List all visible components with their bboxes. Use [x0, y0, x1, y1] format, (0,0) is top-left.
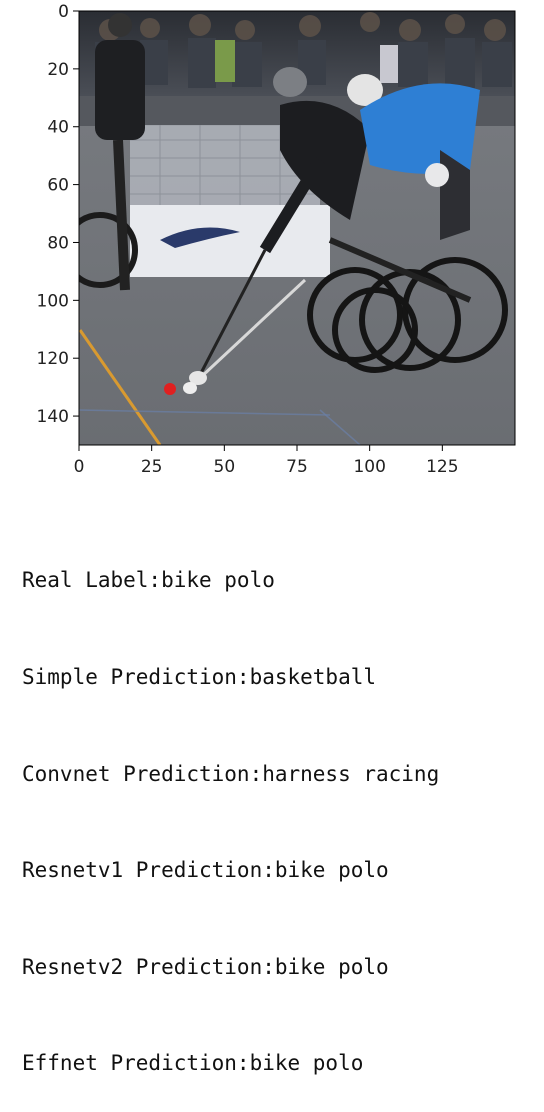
y-tick-label: 80	[47, 233, 69, 253]
y-tick-label: 60	[47, 176, 69, 196]
x-tick-label: 0	[74, 457, 85, 477]
x-tick-label: 75	[286, 457, 308, 477]
prediction-output: Real Label:bike polo Simple Prediction:b…	[22, 500, 439, 1112]
image-plot: 0 25 50 75 100 125 0 20 40 60 80 100 120 140	[37, 2, 516, 477]
real-label-line: Real Label:bike polo	[22, 568, 275, 593]
x-axis: 0 25 50 75 100 125	[74, 445, 459, 477]
x-tick-label: 25	[141, 457, 163, 477]
x-tick-label: 125	[426, 457, 458, 477]
x-tick-label: 50	[214, 457, 236, 477]
y-tick-label: 100	[37, 291, 69, 311]
y-tick-label: 140	[37, 407, 69, 427]
y-axis: 0 20 40 60 80 100 120 140	[37, 2, 79, 427]
resnetv1-prediction-line: Resnetv1 Prediction:bike polo	[22, 858, 389, 883]
y-tick-label: 120	[37, 349, 69, 369]
simple-prediction-line: Simple Prediction:basketball	[22, 665, 377, 689]
bike-polo-photo	[79, 11, 515, 445]
effnet-prediction-line: Effnet Prediction:bike polo	[22, 1051, 364, 1076]
x-tick-label: 100	[353, 457, 385, 477]
resnetv2-prediction-line: Resnetv2 Prediction:bike polo	[22, 954, 389, 979]
convnet-prediction-line: Convnet Prediction:harness racing	[22, 761, 440, 786]
y-tick-label: 20	[47, 60, 69, 80]
y-tick-label: 40	[47, 118, 69, 138]
y-tick-label: 0	[58, 2, 69, 22]
